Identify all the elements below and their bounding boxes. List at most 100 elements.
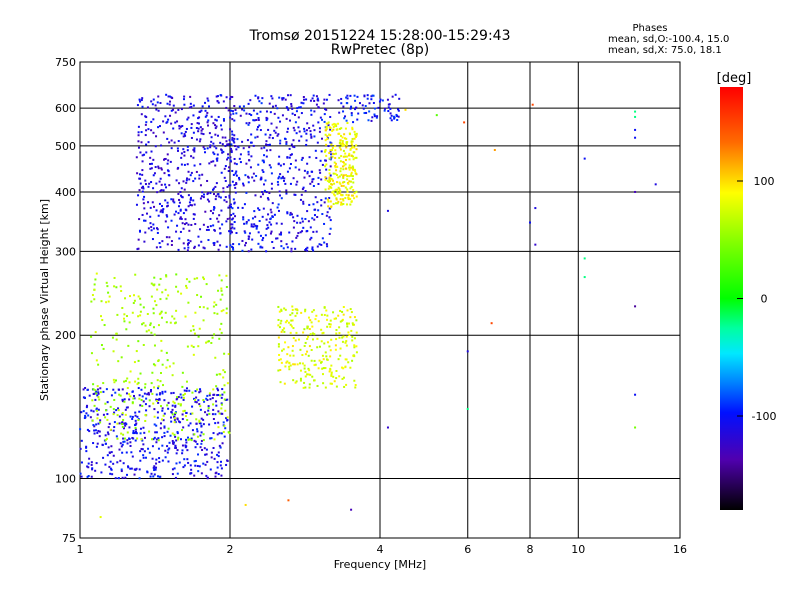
data-point [322, 331, 325, 334]
data-point [321, 137, 324, 140]
data-point [189, 196, 192, 199]
data-point [353, 346, 356, 349]
data-point [311, 248, 314, 251]
data-point [302, 102, 305, 105]
data-point [225, 200, 228, 203]
data-point [197, 127, 200, 130]
data-point [386, 98, 389, 101]
data-point [180, 194, 183, 197]
data-point [187, 194, 190, 197]
data-point [217, 101, 220, 104]
data-point [343, 180, 346, 183]
data-point [186, 436, 189, 439]
data-point [194, 464, 197, 467]
data-point [137, 131, 140, 134]
data-point [299, 348, 302, 351]
data-point [176, 431, 179, 434]
data-point [163, 425, 166, 428]
data-point [339, 203, 342, 206]
data-point [186, 243, 189, 246]
data-point [159, 177, 162, 180]
data-point [264, 234, 267, 237]
data-point [214, 198, 217, 201]
data-point [342, 175, 345, 178]
data-point [137, 134, 140, 137]
data-point [145, 151, 148, 154]
data-point [198, 140, 201, 143]
data-point [140, 113, 143, 116]
data-point [306, 170, 309, 173]
data-point [153, 205, 156, 208]
data-point [245, 122, 248, 125]
data-point [307, 373, 310, 376]
data-point [297, 338, 300, 341]
data-point [227, 184, 230, 187]
data-point [234, 108, 237, 111]
data-point [334, 172, 337, 175]
data-point [215, 147, 218, 150]
data-point [219, 394, 222, 397]
data-point [213, 244, 216, 247]
data-point [348, 132, 351, 135]
data-point [198, 465, 201, 468]
data-point [175, 230, 178, 233]
data-point [339, 148, 342, 151]
data-point [228, 230, 231, 233]
data-point [220, 124, 223, 127]
data-point [213, 333, 216, 336]
data-point [187, 246, 190, 249]
data-point [142, 198, 145, 201]
data-point [353, 94, 356, 97]
data-point [317, 121, 320, 124]
data-point [277, 203, 280, 206]
data-point [296, 234, 299, 237]
data-point [155, 304, 158, 307]
data-point [225, 140, 228, 143]
data-point [148, 430, 151, 433]
data-point [160, 339, 163, 342]
data-point [331, 146, 334, 149]
data-point [225, 312, 228, 315]
data-point [160, 189, 163, 192]
data-point [289, 331, 292, 334]
data-point [152, 118, 155, 121]
data-point [319, 116, 322, 119]
x-axis-ticks: 1 2 4 6 8 10 16 [77, 543, 688, 556]
data-point [157, 387, 160, 390]
data-point [287, 499, 290, 502]
data-point [137, 295, 140, 298]
data-point [284, 365, 287, 368]
x-tick-label: 10 [571, 543, 585, 556]
data-point [243, 203, 246, 206]
data-point [217, 389, 220, 392]
data-point [319, 159, 322, 162]
data-point [310, 135, 313, 138]
data-point [173, 317, 176, 320]
data-point [326, 245, 329, 248]
data-point [154, 104, 157, 107]
data-point [292, 126, 295, 129]
data-point [218, 274, 221, 277]
data-point [168, 184, 171, 187]
data-point [212, 160, 215, 163]
data-point [212, 151, 215, 154]
data-point [176, 472, 179, 475]
data-point [149, 222, 152, 225]
data-point [97, 422, 100, 425]
data-point [394, 93, 397, 96]
data-point [346, 122, 349, 125]
data-point [273, 213, 276, 216]
data-point [223, 167, 226, 170]
data-point [279, 139, 282, 142]
data-point [96, 388, 99, 391]
data-point [304, 217, 307, 220]
data-point [157, 385, 160, 388]
data-point [161, 392, 164, 395]
data-point [341, 181, 344, 184]
data-point [153, 469, 156, 472]
data-point [231, 138, 234, 141]
data-point [99, 419, 102, 422]
data-point [265, 191, 268, 194]
data-point [159, 372, 162, 375]
data-point [220, 310, 223, 313]
